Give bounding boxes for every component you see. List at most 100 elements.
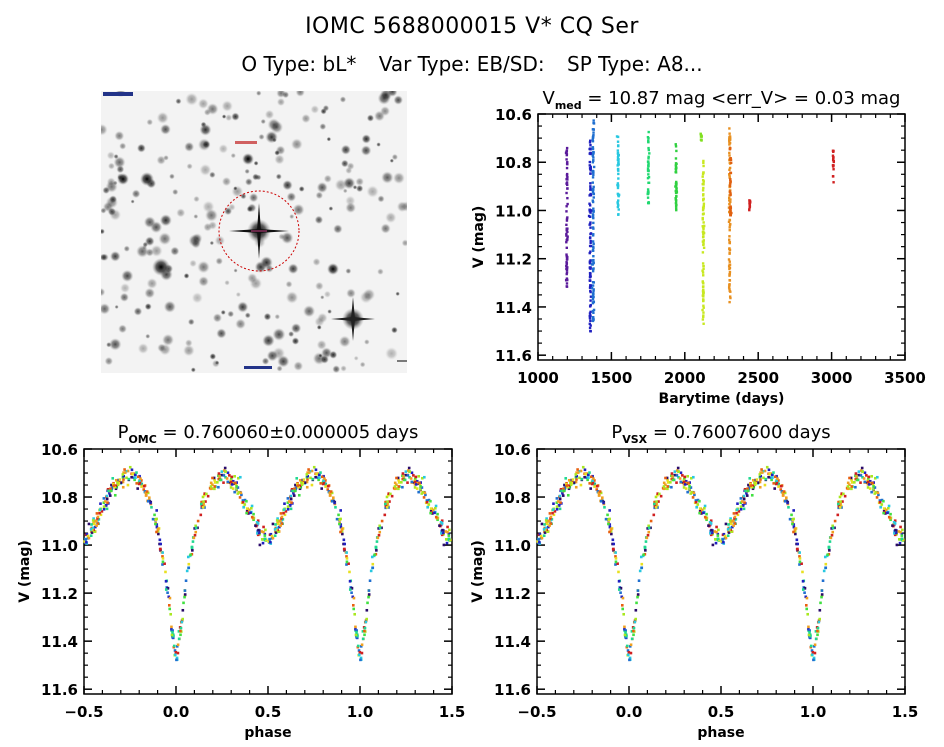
data-point bbox=[728, 273, 731, 276]
star bbox=[191, 292, 203, 304]
data-point bbox=[87, 536, 91, 540]
star bbox=[389, 158, 394, 163]
data-point bbox=[592, 300, 596, 304]
data-point bbox=[557, 503, 561, 507]
data-point bbox=[646, 533, 650, 537]
data-point bbox=[239, 475, 242, 479]
data-point bbox=[203, 492, 207, 495]
data-point bbox=[817, 619, 821, 622]
data-point bbox=[89, 534, 93, 538]
data-point bbox=[196, 519, 200, 523]
data-point bbox=[727, 196, 731, 200]
data-point bbox=[649, 526, 652, 530]
data-point bbox=[604, 517, 608, 521]
data-point bbox=[191, 540, 195, 543]
data-point bbox=[250, 507, 253, 510]
data-point bbox=[94, 525, 97, 529]
data-point bbox=[855, 475, 858, 478]
data-point bbox=[849, 476, 853, 480]
data-point bbox=[895, 543, 899, 547]
data-point bbox=[694, 500, 698, 504]
star bbox=[272, 346, 286, 360]
data-point bbox=[176, 643, 180, 647]
data-point bbox=[767, 475, 770, 479]
data-point bbox=[588, 202, 591, 205]
data-point bbox=[893, 532, 896, 535]
data-point bbox=[375, 540, 379, 543]
star bbox=[391, 153, 399, 161]
data-point bbox=[181, 617, 184, 621]
data-point bbox=[882, 507, 886, 510]
data-point bbox=[356, 634, 359, 638]
data-point bbox=[236, 492, 240, 495]
data-point bbox=[565, 271, 569, 274]
data-point bbox=[104, 503, 108, 507]
data-point bbox=[252, 518, 255, 522]
data-point bbox=[786, 501, 789, 505]
data-point bbox=[648, 152, 651, 155]
data-point bbox=[702, 159, 705, 163]
data-point bbox=[408, 470, 412, 474]
star bbox=[332, 365, 341, 373]
data-point bbox=[865, 474, 868, 477]
data-point bbox=[270, 534, 274, 538]
data-point bbox=[150, 506, 153, 509]
data-point bbox=[647, 524, 650, 528]
star bbox=[316, 181, 328, 194]
data-point bbox=[323, 477, 326, 480]
data-point bbox=[345, 551, 348, 554]
data-point bbox=[310, 469, 314, 473]
data-point bbox=[591, 240, 595, 243]
data-point bbox=[592, 128, 595, 131]
star bbox=[361, 134, 372, 144]
data-point bbox=[566, 183, 569, 187]
data-point bbox=[559, 501, 562, 504]
star bbox=[262, 334, 275, 347]
star bbox=[342, 188, 348, 194]
data-point bbox=[396, 476, 400, 480]
data-point bbox=[316, 476, 320, 479]
star bbox=[263, 312, 272, 321]
data-point bbox=[176, 651, 180, 655]
data-point bbox=[713, 538, 717, 541]
star bbox=[261, 357, 270, 365]
data-point bbox=[691, 496, 695, 499]
star bbox=[401, 239, 407, 247]
data-point bbox=[587, 476, 590, 480]
data-point bbox=[814, 630, 818, 633]
data-point bbox=[275, 519, 279, 522]
data-point bbox=[854, 472, 858, 475]
star bbox=[282, 179, 293, 191]
data-point bbox=[686, 490, 689, 494]
data-point bbox=[196, 526, 199, 530]
data-point bbox=[343, 542, 346, 546]
data-point bbox=[675, 195, 678, 198]
data-point bbox=[626, 649, 630, 652]
data-point bbox=[701, 199, 705, 202]
data-point bbox=[425, 500, 429, 504]
star bbox=[276, 91, 286, 98]
star bbox=[244, 178, 253, 186]
x-tick-label: 1.5 bbox=[439, 703, 466, 721]
star bbox=[221, 114, 227, 119]
data-point bbox=[234, 481, 237, 485]
data-point bbox=[319, 482, 323, 485]
data-point bbox=[588, 317, 592, 320]
data-point bbox=[801, 588, 805, 591]
data-point bbox=[223, 466, 227, 470]
data-point bbox=[824, 566, 828, 570]
data-point bbox=[276, 517, 279, 520]
data-point bbox=[589, 167, 592, 170]
data-point bbox=[260, 538, 264, 541]
data-point bbox=[701, 189, 705, 192]
data-point bbox=[614, 557, 618, 560]
data-point bbox=[861, 470, 865, 474]
star bbox=[197, 260, 210, 274]
data-point bbox=[572, 481, 576, 484]
star bbox=[106, 177, 116, 187]
data-point bbox=[355, 631, 358, 634]
data-point bbox=[702, 186, 705, 190]
data-point bbox=[588, 251, 591, 255]
data-point bbox=[565, 150, 568, 154]
data-point bbox=[283, 513, 287, 517]
